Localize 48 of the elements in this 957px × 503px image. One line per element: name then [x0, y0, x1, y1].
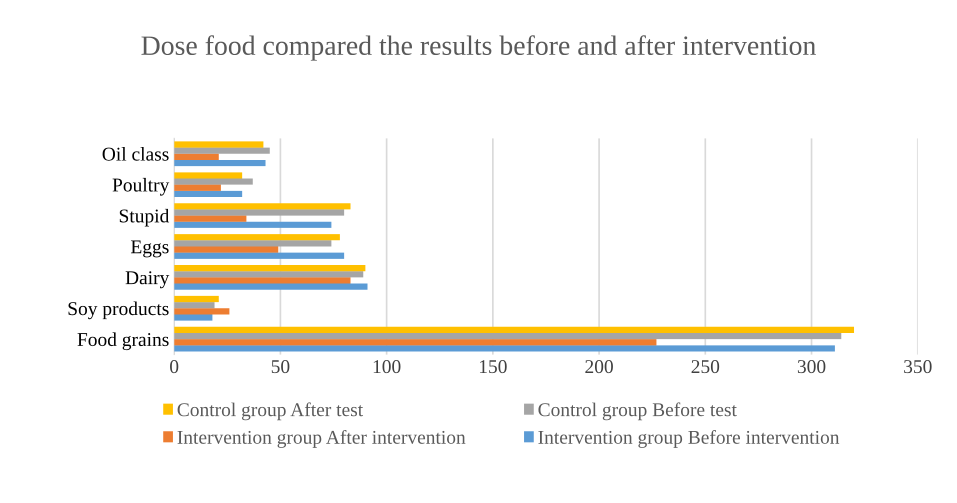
bar — [174, 339, 656, 346]
bar — [174, 265, 366, 272]
bar — [174, 332, 842, 340]
bar — [174, 240, 332, 246]
bar — [174, 234, 340, 240]
bar — [174, 302, 215, 308]
y-tick-label: Oil class — [102, 147, 169, 161]
y-tick-label: Soy products — [68, 302, 169, 320]
legend-label: Intervention group Before intervention — [538, 430, 840, 448]
y-tick-label: Eggs — [130, 240, 169, 258]
bar — [174, 148, 270, 154]
x-tick-label: 150 — [480, 360, 507, 374]
bar — [174, 141, 264, 148]
x-tick-label: 100 — [374, 360, 400, 374]
x-tick-label: 0 — [170, 360, 178, 374]
legend-label: Control group Before test — [538, 402, 737, 420]
y-tick-label: Food grains — [78, 332, 169, 350]
x-tick-label: 250 — [692, 360, 720, 374]
chart-title: Dose food compared the results before and after intervention — [141, 35, 816, 61]
bar — [174, 246, 278, 253]
x-tick-label: 200 — [585, 360, 613, 374]
bar — [174, 160, 266, 166]
bar — [174, 216, 246, 222]
bar — [174, 172, 242, 178]
bar — [174, 277, 351, 284]
bar — [174, 345, 835, 352]
legend-label: Control group After test — [178, 402, 364, 420]
bar — [174, 178, 253, 185]
x-tick-label: 350 — [904, 360, 932, 374]
bar — [174, 271, 364, 278]
bar — [174, 308, 230, 314]
x-tick-label: 50 — [272, 360, 290, 374]
bar — [174, 209, 344, 216]
bar — [174, 314, 212, 321]
y-tick-label: Stupid — [120, 208, 170, 226]
x-tick-label: 300 — [798, 360, 826, 374]
bar — [174, 284, 368, 290]
legend-label: Intervention group After intervention — [178, 430, 466, 448]
bar — [174, 326, 854, 333]
bar — [174, 203, 351, 210]
y-tick-label: Poultry — [112, 178, 170, 196]
y-tick-label: Dairy — [126, 271, 170, 288]
bar — [174, 154, 219, 160]
bar — [174, 190, 242, 198]
bar — [174, 296, 219, 302]
bar — [174, 252, 344, 259]
bar — [174, 222, 332, 228]
bar — [174, 184, 221, 191]
